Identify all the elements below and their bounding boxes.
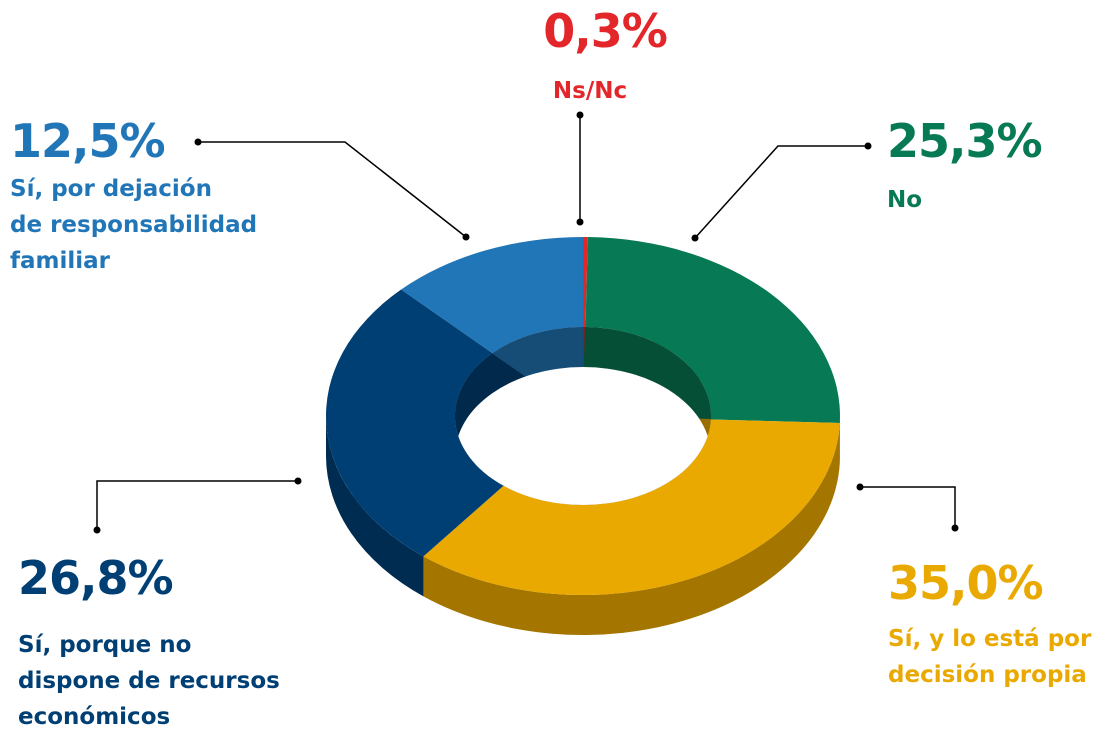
leader-dot: [576, 111, 584, 119]
value-label: 0,3%: [543, 4, 668, 58]
slice-side: [326, 416, 424, 597]
leader-dot: [294, 477, 302, 485]
slice: [423, 419, 840, 595]
category-label: Sí, y lo está por decisión propia: [888, 626, 1092, 688]
category-label: Ns/Nc: [552, 78, 628, 104]
value-label: 25,3%: [887, 114, 1043, 168]
leader-dot: [576, 218, 584, 226]
category-label: No: [887, 187, 923, 213]
leader-dot: [856, 483, 864, 491]
category-label: Sí, por dejación de responsabilidad fami…: [10, 176, 258, 274]
leader-dot: [864, 142, 872, 150]
slice: [583, 237, 588, 328]
slice: [401, 236, 583, 354]
leader-line: [96, 480, 298, 530]
leader-dot: [691, 234, 699, 242]
leader-dot: [462, 233, 470, 241]
leader-line: [694, 145, 868, 239]
leader-dot: [194, 138, 202, 146]
slice: [585, 237, 840, 424]
leader-line: [198, 141, 467, 238]
value-label: 12,5%: [10, 114, 166, 168]
slice-side: [423, 423, 840, 635]
value-label: 35,0%: [888, 556, 1044, 610]
category-label: Sí, porque no dispone de recursos económ…: [18, 632, 280, 730]
leader-dot: [951, 524, 959, 532]
leader-line: [860, 486, 956, 528]
leader-dot: [93, 526, 101, 534]
value-label: 26,8%: [18, 551, 174, 605]
slice: [326, 289, 504, 557]
